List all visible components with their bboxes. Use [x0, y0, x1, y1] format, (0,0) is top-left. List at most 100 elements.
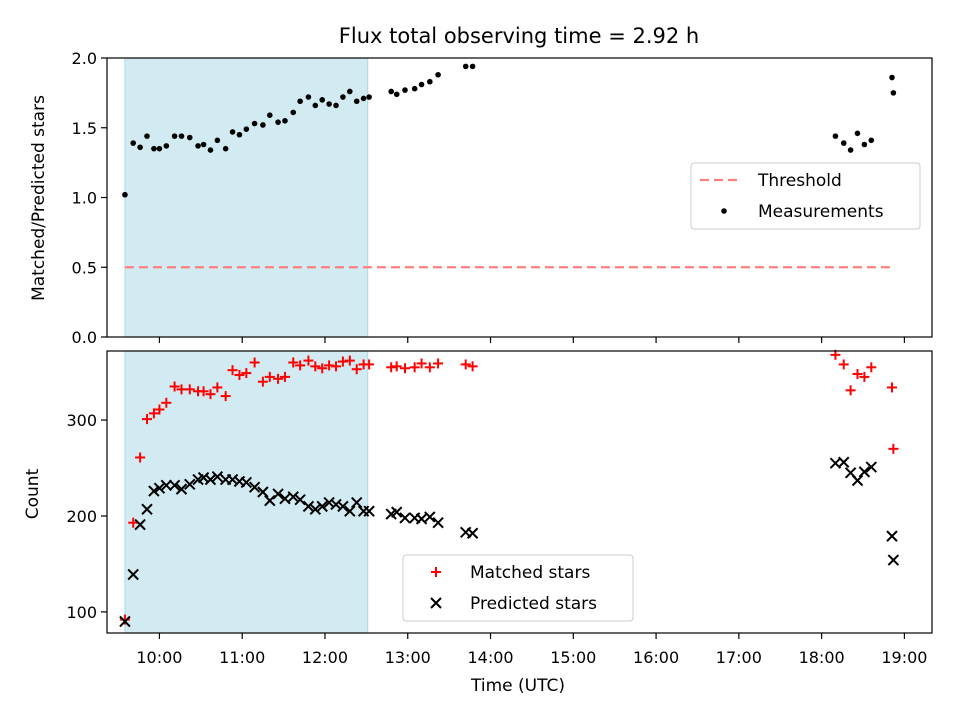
measurement-point: [305, 94, 312, 100]
legend-label: Measurements: [758, 202, 884, 222]
measurement-point: [297, 98, 303, 105]
predicted-stars-point: [302, 500, 315, 513]
matched-stars-point: [859, 371, 870, 382]
marker-stroke: [279, 493, 291, 505]
predicted-stars-point: [153, 482, 166, 494]
top-panel: 0.0 0.5 1.0 1.5 2.0 Threshold Measurements: [72, 49, 933, 347]
x-tick-label: 15:00: [550, 648, 596, 667]
predicted-stars-point: [337, 500, 349, 513]
x-tick-label: 19:00: [881, 648, 927, 667]
measurement-point: [890, 90, 897, 96]
matched-stars-point: [264, 371, 275, 382]
measurement-point: [360, 95, 367, 102]
matched-stars-point: [128, 517, 139, 528]
legend-measurements-swatch: [721, 208, 727, 214]
matched-stars-point: [220, 391, 231, 402]
measurement-point: [832, 133, 839, 139]
predicted-stars-point: [886, 530, 898, 542]
measurement-point: [868, 137, 875, 144]
matched-stars-point: [169, 381, 180, 392]
marker-stroke: [127, 568, 139, 581]
measurement-point: [326, 101, 332, 107]
legend-label: Threshold: [757, 171, 842, 191]
legend-predicted-swatch: [430, 597, 442, 609]
measurement-point: [861, 141, 868, 148]
predicted-stars-point: [264, 494, 276, 507]
matched-stars-point: [460, 359, 471, 370]
measurement-point: [393, 91, 400, 98]
predicted-stars-point: [248, 481, 261, 493]
predicted-stars-point: [211, 470, 224, 483]
marker-stroke: [837, 456, 850, 468]
measurement-point: [266, 112, 273, 118]
measurement-point: [171, 133, 178, 139]
measurement-point: [122, 191, 128, 198]
legend-label: Predicted stars: [470, 594, 597, 614]
marker-stroke: [264, 494, 276, 507]
marker-stroke: [302, 500, 315, 513]
measurement-point: [137, 144, 143, 151]
marker-stroke: [134, 518, 146, 531]
matched-stars-point: [227, 365, 238, 376]
predicted-stars-point: [119, 615, 131, 628]
predicted-stars-point: [865, 461, 878, 473]
measurement-point: [402, 87, 408, 93]
marker-stroke: [309, 503, 322, 515]
measurement-point: [282, 117, 288, 124]
y-tick-label: 0.0: [72, 328, 97, 347]
marker-stroke: [175, 483, 188, 495]
x-tick-label: 10:00: [136, 648, 182, 667]
predicted-stars-point: [344, 505, 356, 517]
matched-stars-point: [279, 371, 290, 382]
matched-stars-point: [845, 385, 856, 396]
predicted-stars-point: [330, 498, 342, 511]
matched-stars-point: [399, 363, 410, 374]
matched-stars-point: [409, 362, 420, 373]
predicted-stars-point: [316, 500, 328, 513]
xlabel: Time (UTC): [470, 676, 565, 696]
matched-stars-point: [154, 404, 165, 415]
measurement-point: [854, 130, 861, 137]
measurement-point: [163, 143, 170, 149]
legend-matched-swatch: [431, 567, 441, 577]
predicted-stars-point: [837, 456, 850, 468]
matched-stars-point: [838, 359, 849, 370]
marker-stroke: [351, 496, 363, 509]
matched-stars-point: [391, 361, 402, 372]
matched-stars-point: [317, 363, 328, 374]
marker-stroke: [887, 554, 900, 566]
y-tick-label: 2.0: [72, 49, 97, 68]
bottom-ylabel: Count: [23, 468, 43, 519]
marker-stroke: [160, 479, 173, 491]
marker-stroke: [184, 478, 196, 491]
measurement-point: [222, 145, 229, 152]
measurement-point: [251, 120, 258, 127]
measurement-point: [156, 145, 163, 152]
marker-stroke: [337, 500, 349, 513]
marker-stroke: [226, 473, 239, 486]
marker-stroke: [858, 466, 871, 478]
predicted-stars-point: [168, 479, 181, 491]
measurement-point: [151, 145, 157, 152]
predicted-stars-point: [240, 476, 253, 489]
predicted-stars-point: [415, 513, 428, 525]
measurement-point: [195, 143, 201, 149]
marker-stroke: [399, 512, 411, 524]
legend-label: Matched stars: [470, 563, 590, 583]
axes-frame: [106, 350, 933, 634]
chart-title: Flux total observing time = 2.92 h: [339, 24, 699, 48]
measurement-point: [275, 119, 281, 125]
matched-stars-point: [344, 355, 355, 366]
matched-stars-point: [257, 376, 268, 387]
matched-stars-point: [295, 360, 306, 371]
measurement-point: [411, 85, 418, 92]
x-tick-label: 12:00: [302, 648, 348, 667]
measurement-point: [840, 140, 847, 146]
marker-stroke: [466, 527, 479, 539]
legend-frame: [402, 554, 634, 622]
measurement-point: [243, 126, 250, 132]
matched-stars-point: [310, 361, 321, 372]
matched-stars-point: [241, 368, 252, 379]
matched-stars-point: [424, 362, 435, 373]
matched-stars-point: [416, 358, 427, 369]
